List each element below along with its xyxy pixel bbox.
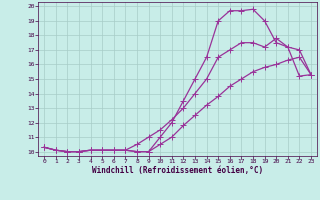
X-axis label: Windchill (Refroidissement éolien,°C): Windchill (Refroidissement éolien,°C) — [92, 166, 263, 175]
